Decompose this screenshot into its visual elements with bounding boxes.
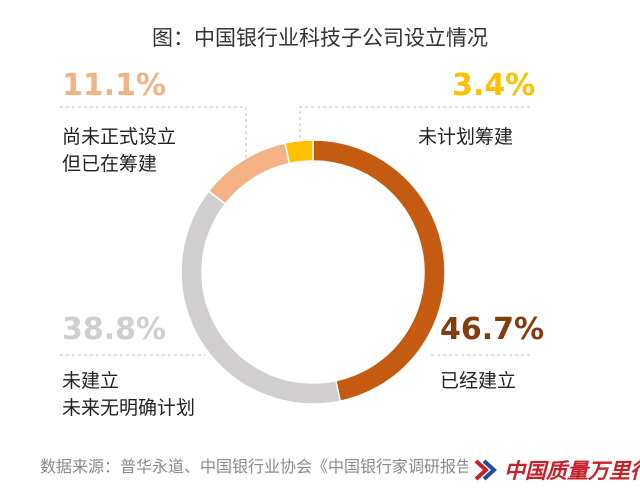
data-source-note: 数据来源：普华永道、中国银行业协会《中国银行家调研报告》 [40,457,489,476]
data-label-under-construction: 11.1% [62,68,167,103]
leader-line-under-construction [60,106,247,160]
chart-title: 图：中国银行业科技子公司设立情况 [152,26,488,50]
data-label-established: 46.7% [440,312,545,347]
category-label-under-construction: 尚未正式设立 但已在筹建 [62,126,177,175]
donut-slice-established [312,139,446,403]
donut-slice-not-established [180,190,342,405]
donut-slice-under-construction [207,142,291,206]
category-label-established: 已经建立 [440,370,517,392]
donut-slices [180,139,446,405]
category-label-not-established: 未建立 未来无明确计划 [62,370,196,419]
category-label-no-plan-to-build: 未计划筹建 [418,126,514,148]
leader-line-no-plan-to-build [299,106,530,140]
leader-lines [60,106,530,356]
donut-slice-no-plan-to-build [284,139,314,165]
data-label-not-established: 38.8% [62,312,167,347]
watermark-logo: 中国质量万里行 [468,452,640,488]
watermark-text: 中国质量万里行 [504,459,640,483]
data-label-no-plan-to-build: 3.4% [452,68,536,103]
watermark-emblem-icon [474,459,497,481]
